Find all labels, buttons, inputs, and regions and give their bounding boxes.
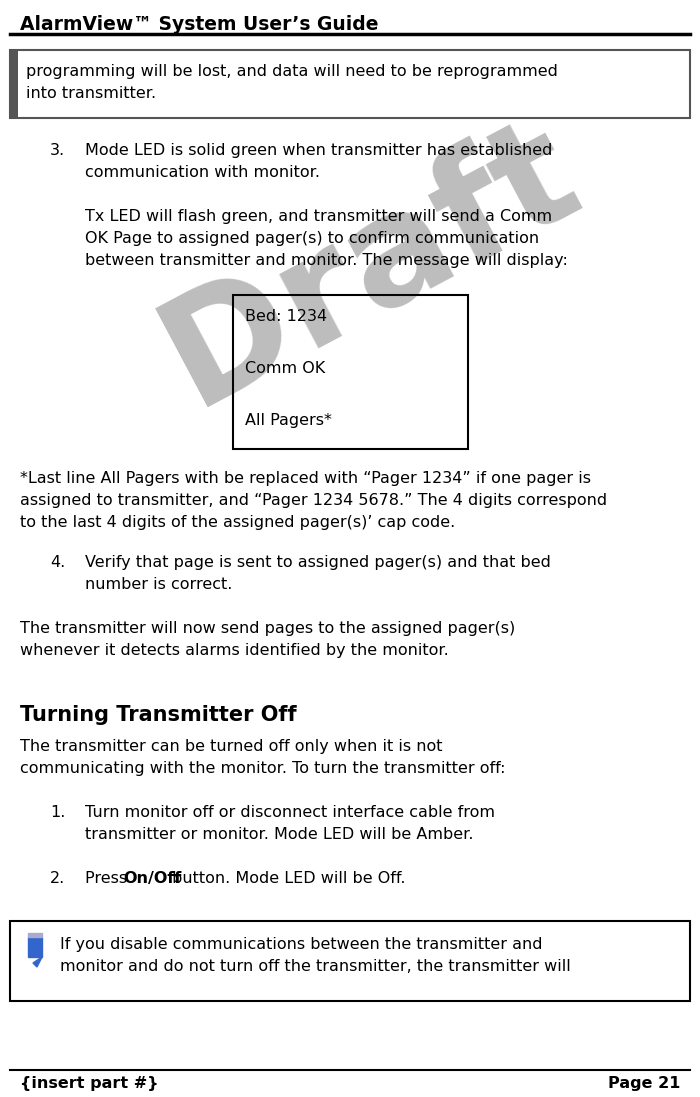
Bar [10, 921, 690, 1000]
Bar [233, 295, 468, 449]
Text: Tx LED will flash green, and transmitter will send a Comm: Tx LED will flash green, and transmitter… [85, 210, 552, 224]
Text: Page 21: Page 21 [608, 1076, 680, 1092]
Text: *Last line All Pagers with be replaced with “Pager 1234” if one pager is: *Last line All Pagers with be replaced w… [20, 471, 591, 486]
Text: Bed: 1234: Bed: 1234 [245, 309, 327, 324]
Text: Press: Press [85, 871, 132, 886]
Polygon shape [28, 937, 42, 957]
Text: monitor and do not turn off the transmitter, the transmitter will: monitor and do not turn off the transmit… [60, 959, 570, 974]
Text: communication with monitor.: communication with monitor. [85, 165, 320, 180]
Text: AlarmView™ System User’s Guide: AlarmView™ System User’s Guide [20, 15, 379, 34]
Text: Turn monitor off or disconnect interface cable from: Turn monitor off or disconnect interface… [85, 805, 495, 819]
Text: Comm OK: Comm OK [245, 361, 326, 376]
Text: button. Mode LED will be Off.: button. Mode LED will be Off. [167, 871, 405, 886]
Text: 1.: 1. [50, 805, 65, 819]
Text: If you disable communications between the transmitter and: If you disable communications between th… [60, 937, 543, 952]
Text: {insert part #}: {insert part #} [20, 1076, 159, 1092]
Text: between transmitter and monitor. The message will display:: between transmitter and monitor. The mes… [85, 253, 568, 268]
Text: On/Off: On/Off [123, 871, 182, 886]
Text: number is correct.: number is correct. [85, 577, 232, 592]
Text: Turning Transmitter Off: Turning Transmitter Off [20, 705, 297, 725]
Polygon shape [33, 957, 42, 966]
Text: to the last 4 digits of the assigned pager(s)’ cap code.: to the last 4 digits of the assigned pag… [20, 514, 455, 530]
Text: Verify that page is sent to assigned pager(s) and that bed: Verify that page is sent to assigned pag… [85, 555, 551, 570]
Text: 2.: 2. [50, 871, 65, 886]
Polygon shape [28, 934, 42, 937]
Text: communicating with the monitor. To turn the transmitter off:: communicating with the monitor. To turn … [20, 761, 505, 776]
Text: All Pagers*: All Pagers* [245, 412, 332, 428]
Text: OK Page to assigned pager(s) to confirm communication: OK Page to assigned pager(s) to confirm … [85, 231, 539, 246]
Text: The transmitter can be turned off only when it is not: The transmitter can be turned off only w… [20, 739, 442, 754]
Bar [10, 50, 18, 118]
Text: Draft: Draft [139, 94, 601, 436]
Text: The transmitter will now send pages to the assigned pager(s): The transmitter will now send pages to t… [20, 621, 515, 636]
Text: assigned to transmitter, and “Pager 1234 5678.” The 4 digits correspond: assigned to transmitter, and “Pager 1234… [20, 493, 607, 508]
Text: into transmitter.: into transmitter. [26, 86, 156, 101]
Text: whenever it detects alarms identified by the monitor.: whenever it detects alarms identified by… [20, 643, 449, 658]
Text: 3.: 3. [50, 143, 65, 158]
Text: transmitter or monitor. Mode LED will be Amber.: transmitter or monitor. Mode LED will be… [85, 827, 473, 842]
Bar [10, 50, 690, 118]
Text: Mode LED is solid green when transmitter has established: Mode LED is solid green when transmitter… [85, 143, 552, 158]
Text: 4.: 4. [50, 555, 65, 570]
Text: programming will be lost, and data will need to be reprogrammed: programming will be lost, and data will … [26, 64, 558, 79]
